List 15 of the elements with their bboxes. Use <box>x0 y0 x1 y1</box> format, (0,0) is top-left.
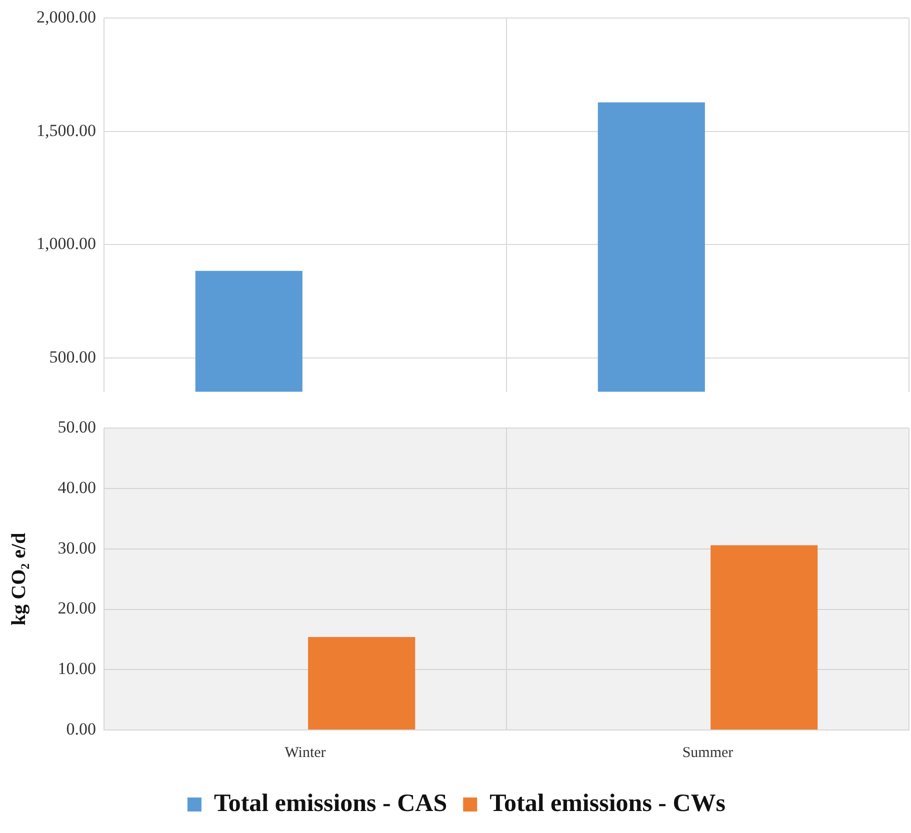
y-tick-label: 0.00 <box>66 719 96 738</box>
y-tick-label: 1,000.00 <box>36 234 96 254</box>
y-tick-label: 500.00 <box>49 347 96 366</box>
y-tick-label: 40.00 <box>58 478 96 498</box>
y-tick-label: 10.00 <box>58 659 96 678</box>
legend-label: Total emissions - CWs <box>490 790 726 817</box>
x-tick-label: Winter <box>284 744 326 761</box>
y-tick-label: 2,000.00 <box>36 8 96 27</box>
y-tick-label: 50.00 <box>58 418 96 437</box>
y-tick-label: 1,500.00 <box>36 120 96 140</box>
x-tick-label: Summer <box>682 744 734 761</box>
y-tick-label: 30.00 <box>58 538 96 558</box>
legend-label: Total emissions - CAS <box>214 790 448 817</box>
y-tick-label: 20.00 <box>58 598 96 618</box>
y-axis-title: kg CO₂ e/d <box>8 532 30 626</box>
